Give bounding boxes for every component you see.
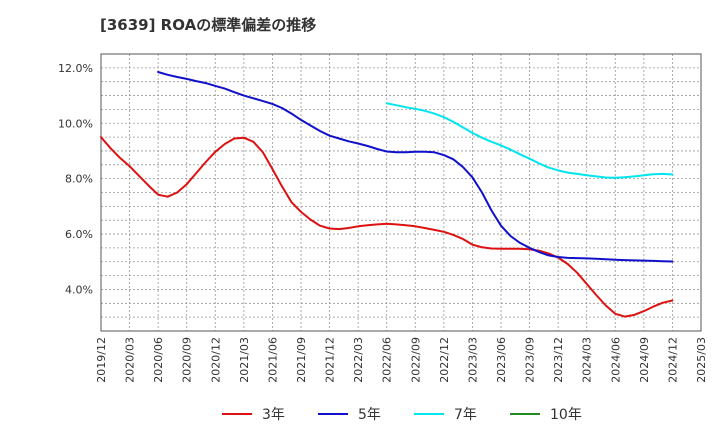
y-tick-label: 6.0% [65,228,93,241]
y-axis-ticks: 4.0% 6.0% 8.0% 10.0% 12.0% [58,62,93,297]
x-tick-label: 2020/06 [152,337,165,383]
legend-label: 7年 [454,407,477,423]
legend-label: 3年 [262,407,285,423]
series-line-5年 [157,71,674,263]
series-line-7年 [385,102,674,179]
x-tick-label: 2022/09 [409,337,422,383]
x-tick-label: 2023/09 [524,337,537,383]
y-tick-label: 12.0% [58,62,93,75]
x-tick-label: 2021/06 [266,337,279,383]
grid [101,54,701,331]
legend-label: 5年 [358,407,381,423]
x-tick-label: 2020/03 [124,337,137,383]
x-tick-label: 2023/12 [552,337,565,383]
y-tick-label: 4.0% [65,283,93,296]
series-line-3年 [100,136,674,318]
series-lines [100,71,674,318]
x-tick-label: 2022/12 [438,337,451,383]
x-tick-label: 2021/09 [295,337,308,383]
y-tick-label: 10.0% [58,117,93,130]
x-tick-label: 2021/12 [324,337,337,383]
x-tick-label: 2023/06 [495,337,508,383]
y-tick-label: 8.0% [65,173,93,186]
legend: 3年 5年 7年 10年 [222,407,582,423]
x-tick-label: 2024/03 [581,337,594,383]
x-tick-label: 2024/06 [609,337,622,383]
x-axis-ticks: 2019/12 2020/03 2020/06 2020/09 2020/12 2021/… [95,337,708,383]
chart-title: [3639] ROAの標準偏差の推移 [100,16,317,34]
x-tick-label: 2023/03 [466,337,479,383]
x-tick-label: 2022/06 [381,337,394,383]
x-tick-label: 2019/12 [95,337,108,383]
x-tick-label: 2024/12 [666,337,679,383]
plot-frame [100,53,702,332]
x-tick-label: 2021/03 [238,337,251,383]
x-tick-label: 2020/12 [209,337,222,383]
x-tick-label: 2022/03 [352,337,365,383]
x-tick-label: 2024/09 [638,337,651,383]
x-tick-label: 2025/03 [695,337,708,383]
x-tick-label: 2020/09 [181,337,194,383]
legend-label: 10年 [550,407,582,423]
